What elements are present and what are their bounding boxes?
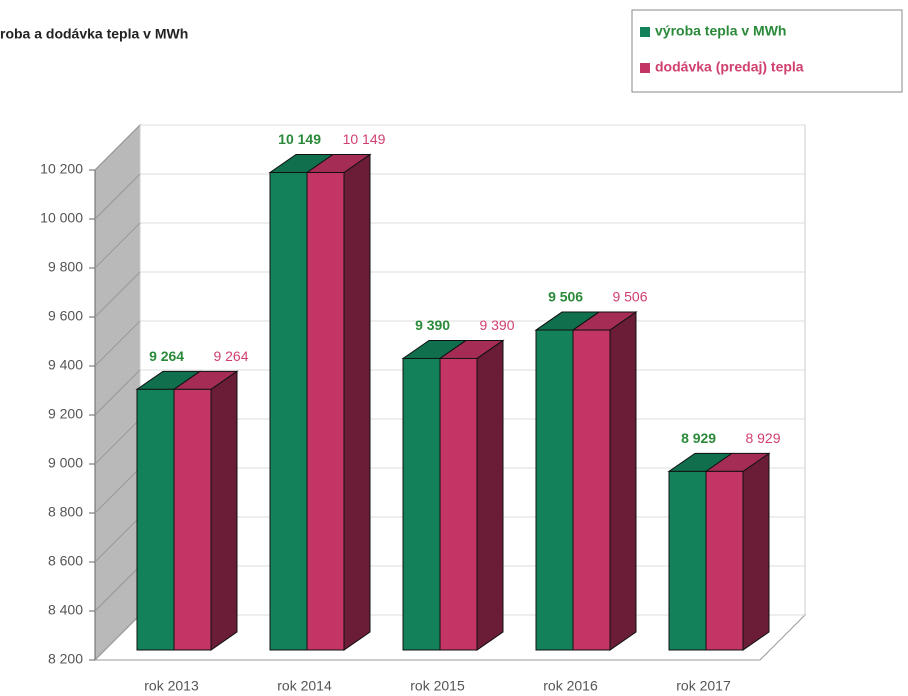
value-label: 9 506	[612, 289, 647, 305]
value-label: 9 264	[149, 348, 184, 364]
y-tick-label: 9 800	[48, 259, 83, 275]
bar	[402, 357, 441, 651]
grid-line	[94, 124, 141, 171]
y-tick-label: 9 200	[48, 406, 83, 422]
value-label: 8 929	[681, 430, 716, 446]
value-label: 9 390	[479, 317, 514, 333]
y-tick-label: 9 600	[48, 308, 83, 324]
x-tick-label: rok 2015	[410, 678, 465, 694]
bar	[306, 171, 345, 651]
bar	[668, 470, 707, 651]
grid-line	[94, 516, 141, 563]
grid-line	[94, 173, 141, 220]
y-tick-label: 8 200	[48, 651, 83, 667]
bar-side	[609, 311, 637, 651]
grid-line	[94, 222, 141, 269]
grid-line	[94, 320, 141, 367]
grid-line	[94, 271, 141, 318]
grid-line	[94, 614, 141, 661]
legend-label: dodávka (predaj) tepla	[655, 59, 804, 75]
bar	[535, 329, 574, 651]
bar-side	[476, 339, 504, 651]
legend-label: výroba tepla v MWh	[655, 23, 786, 39]
y-tick-label: 10 000	[40, 210, 83, 226]
y-tick-label: 10 200	[40, 161, 83, 177]
bar	[136, 388, 175, 651]
y-tick-label: 8 800	[48, 504, 83, 520]
bar	[439, 357, 478, 651]
legend-box	[631, 9, 903, 93]
value-label: 9 264	[213, 348, 248, 364]
value-label: 9 506	[548, 289, 583, 305]
grid-line	[94, 467, 141, 514]
y-tick-label: 8 600	[48, 553, 83, 569]
y-tick-label: 8 400	[48, 602, 83, 618]
bar-side	[742, 452, 770, 651]
value-label: 10 149	[278, 131, 321, 147]
bar	[173, 388, 212, 651]
y-tick-label: 9 400	[48, 357, 83, 373]
legend-swatch	[640, 27, 650, 37]
bar-side	[210, 370, 238, 651]
value-label: 10 149	[343, 131, 386, 147]
legend-swatch	[640, 63, 650, 73]
chart-title: roba a dodávka tepla v MWh	[0, 26, 188, 42]
grid-line	[94, 369, 141, 416]
x-tick-label: rok 2014	[277, 678, 332, 694]
x-tick-label: rok 2016	[543, 678, 598, 694]
bar	[572, 329, 611, 651]
grid-line	[94, 565, 141, 612]
y-tick-label: 9 000	[48, 455, 83, 471]
value-label: 8 929	[745, 430, 780, 446]
bar-side	[343, 153, 371, 651]
grid-line	[94, 418, 141, 465]
x-tick-label: rok 2017	[676, 678, 731, 694]
x-tick-label: rok 2013	[144, 678, 199, 694]
bar	[269, 171, 308, 651]
value-label: 9 390	[415, 317, 450, 333]
bar	[705, 470, 744, 651]
